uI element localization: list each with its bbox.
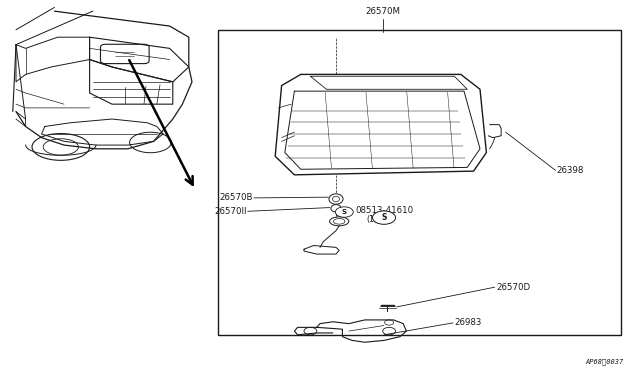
- Text: 26570B: 26570B: [220, 193, 253, 202]
- Circle shape: [372, 211, 396, 224]
- Text: AP68。0037: AP68。0037: [586, 359, 624, 365]
- Text: S: S: [342, 209, 347, 215]
- Text: 26983: 26983: [454, 318, 482, 327]
- Bar: [218, 30, 621, 335]
- Text: 26570D: 26570D: [496, 283, 530, 292]
- Text: S: S: [381, 213, 387, 222]
- Text: (1): (1): [367, 215, 378, 224]
- Text: 08513-41610: 08513-41610: [356, 206, 414, 215]
- Ellipse shape: [331, 205, 341, 212]
- Circle shape: [335, 207, 353, 217]
- Text: 26570ΙΙ: 26570ΙΙ: [214, 207, 246, 216]
- Ellipse shape: [333, 196, 339, 202]
- Text: 26398: 26398: [557, 166, 584, 175]
- Text: 26570M: 26570M: [365, 7, 400, 16]
- Ellipse shape: [329, 194, 343, 204]
